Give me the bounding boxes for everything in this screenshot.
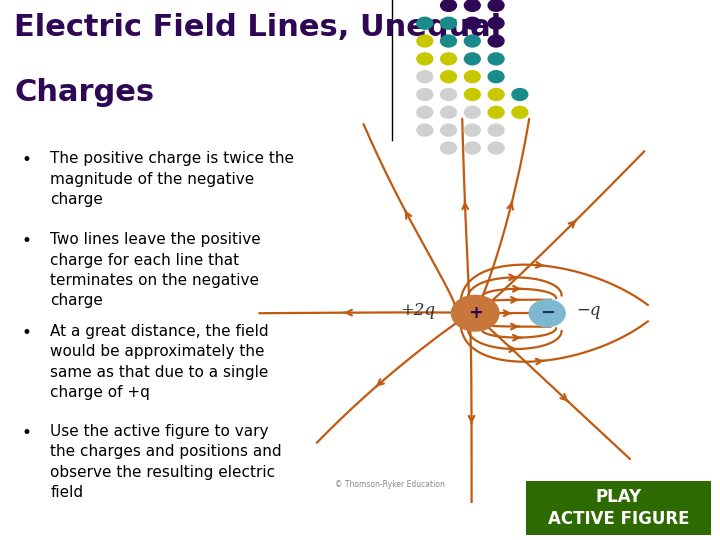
Text: •: • — [22, 324, 32, 342]
Text: PLAY
ACTIVE FIGURE: PLAY ACTIVE FIGURE — [548, 488, 689, 528]
Text: Electric Field Lines, Unequal: Electric Field Lines, Unequal — [14, 14, 502, 43]
Circle shape — [417, 124, 433, 136]
Circle shape — [464, 89, 480, 100]
Circle shape — [441, 89, 456, 100]
Text: At a great distance, the field
would be approximately the
same as that due to a : At a great distance, the field would be … — [50, 324, 269, 400]
Text: Two lines leave the positive
charge for each line that
terminates on the negativ: Two lines leave the positive charge for … — [50, 232, 261, 308]
Text: −: − — [539, 304, 555, 322]
Circle shape — [417, 53, 433, 65]
Circle shape — [417, 71, 433, 83]
Circle shape — [441, 71, 456, 83]
Circle shape — [488, 35, 504, 47]
Circle shape — [488, 71, 504, 83]
Text: •: • — [22, 232, 32, 250]
Circle shape — [464, 124, 480, 136]
Circle shape — [529, 300, 565, 327]
Circle shape — [464, 35, 480, 47]
Text: +2q: +2q — [400, 302, 436, 319]
Circle shape — [488, 53, 504, 65]
Circle shape — [417, 35, 433, 47]
Circle shape — [417, 106, 433, 118]
Circle shape — [464, 17, 480, 29]
Circle shape — [488, 124, 504, 136]
Text: Charges: Charges — [14, 78, 155, 107]
Circle shape — [464, 142, 480, 154]
Circle shape — [441, 17, 456, 29]
FancyBboxPatch shape — [526, 481, 711, 535]
Text: Use the active figure to vary
the charges and positions and
observe the resultin: Use the active figure to vary the charge… — [50, 424, 282, 500]
Circle shape — [441, 142, 456, 154]
Text: −q: −q — [576, 302, 600, 319]
Text: The positive charge is twice the
magnitude of the negative
charge: The positive charge is twice the magnitu… — [50, 151, 294, 207]
Circle shape — [512, 89, 528, 100]
Text: +: + — [468, 304, 482, 322]
Circle shape — [464, 106, 480, 118]
Circle shape — [441, 53, 456, 65]
Circle shape — [488, 89, 504, 100]
Circle shape — [512, 106, 528, 118]
Circle shape — [417, 89, 433, 100]
Circle shape — [441, 0, 456, 11]
Circle shape — [488, 106, 504, 118]
Text: •: • — [22, 424, 32, 442]
Circle shape — [488, 142, 504, 154]
Circle shape — [441, 106, 456, 118]
Circle shape — [451, 295, 499, 331]
Text: © Thomson-Ryker Education: © Thomson-Ryker Education — [335, 480, 445, 489]
Circle shape — [441, 124, 456, 136]
Text: •: • — [22, 151, 32, 169]
Circle shape — [441, 35, 456, 47]
Circle shape — [417, 17, 433, 29]
Circle shape — [488, 0, 504, 11]
Circle shape — [464, 53, 480, 65]
Circle shape — [464, 0, 480, 11]
Circle shape — [464, 71, 480, 83]
Circle shape — [488, 17, 504, 29]
